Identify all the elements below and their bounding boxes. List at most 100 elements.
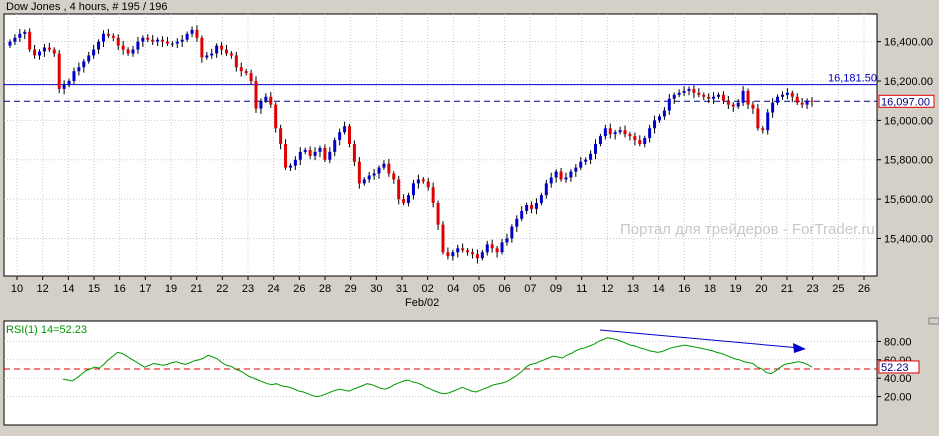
candle-body [165, 41, 169, 44]
current-price-box [878, 94, 935, 108]
price-tick-label: 15,600.00 [884, 194, 933, 206]
candle-body [446, 252, 450, 257]
candle-body [426, 181, 430, 188]
candle-body [795, 96, 799, 103]
candle-body [308, 149, 312, 156]
candle-body [574, 167, 578, 172]
candle-body [549, 177, 553, 184]
candle-body [687, 88, 691, 91]
main-chart-panel[interactable] [3, 13, 878, 277]
candle-body [347, 126, 351, 144]
candle-body [229, 53, 233, 56]
candle-body [441, 224, 445, 253]
candle-body [421, 179, 425, 182]
candle-body [603, 128, 607, 137]
candle-body [726, 100, 730, 105]
candle-body [249, 73, 253, 82]
rsi-value-label: 52.23 [881, 362, 909, 374]
candle-body [613, 132, 617, 135]
candle-body [534, 203, 538, 209]
candle-body [131, 49, 135, 54]
month-label: Feb/02 [405, 297, 439, 309]
rsi-panel[interactable] [3, 320, 878, 426]
candle-body [672, 94, 676, 99]
price-axis[interactable]: 16,400.00 16,200.00 16,000.00 15,800.00 15,6… [877, 37, 933, 246]
date-tick-label: 16 [114, 283, 126, 295]
candle-body [530, 205, 534, 209]
candle-body [8, 41, 12, 46]
candle-body [790, 92, 794, 97]
candle-body [288, 165, 292, 168]
candle-body [313, 151, 317, 156]
candle-body [377, 167, 381, 174]
candle-body [682, 90, 686, 93]
date-tick-label: 23 [242, 283, 254, 295]
candle-body [47, 47, 51, 50]
candle-body [33, 49, 37, 56]
candle-body [717, 94, 721, 97]
candle-body [62, 84, 66, 89]
candle-body [451, 252, 455, 257]
rsi-tick-label: 40.00 [884, 373, 912, 385]
date-tick-label: 11 [576, 283, 587, 295]
candle-body [461, 248, 465, 251]
price-tick-label: 16,000.00 [884, 115, 933, 127]
candle-body [72, 71, 76, 82]
candlestick-series [8, 25, 814, 264]
candle-body [544, 183, 548, 196]
candle-body [805, 100, 809, 105]
candle-body [810, 100, 814, 102]
candle-body [205, 55, 209, 58]
candle-body [633, 136, 637, 141]
date-tick-label: 05 [473, 283, 485, 295]
candle-body [18, 33, 22, 38]
candle-body [352, 144, 356, 162]
candle-body [185, 33, 189, 40]
candle-body [456, 248, 460, 253]
date-tick-label: 18 [704, 283, 716, 295]
candle-body [101, 33, 105, 42]
candle-body [392, 173, 396, 180]
candle-body [328, 151, 332, 160]
rsi-line [62, 337, 813, 398]
candle-body [500, 242, 504, 253]
date-tick-label: 30 [370, 283, 382, 295]
candle-body [771, 102, 775, 113]
date-tick-label: 07 [524, 283, 536, 295]
candle-body [264, 96, 268, 101]
candle-body [402, 199, 406, 204]
price-tick-label: 16,200.00 [884, 76, 933, 88]
rsi-label: RSI(1) 14=52.23 [6, 324, 87, 336]
price-tick-label: 15,800.00 [884, 155, 933, 167]
candle-body [618, 130, 622, 133]
candle-body [564, 177, 568, 180]
candle-body [215, 45, 219, 54]
date-tick-label: 04 [447, 283, 459, 295]
candle-body [210, 53, 214, 56]
candle-body [126, 49, 130, 54]
candle-body [584, 159, 588, 162]
candle-body [490, 244, 494, 249]
candle-body [151, 39, 155, 42]
date-tick-label: 24 [268, 283, 280, 295]
candle-body [220, 45, 224, 50]
rsi-tick-label: 20.00 [884, 392, 912, 404]
candle-body [343, 126, 347, 133]
candle-body [736, 102, 740, 107]
candle-body [156, 39, 160, 42]
rsi-trendline[interactable] [599, 329, 801, 349]
date-tick-label: 25 [832, 283, 844, 295]
candle-body [52, 49, 56, 54]
candle-body [338, 132, 342, 141]
candle-body [28, 31, 32, 50]
candle-body [648, 128, 652, 139]
candle-body [677, 92, 681, 95]
candle-body [121, 45, 125, 50]
candle-body [200, 37, 204, 58]
candle-body [382, 163, 386, 168]
candle-body [480, 252, 484, 259]
candle-body [244, 71, 248, 74]
panel-resize-handle[interactable] [928, 317, 939, 325]
candle-body [416, 179, 420, 184]
